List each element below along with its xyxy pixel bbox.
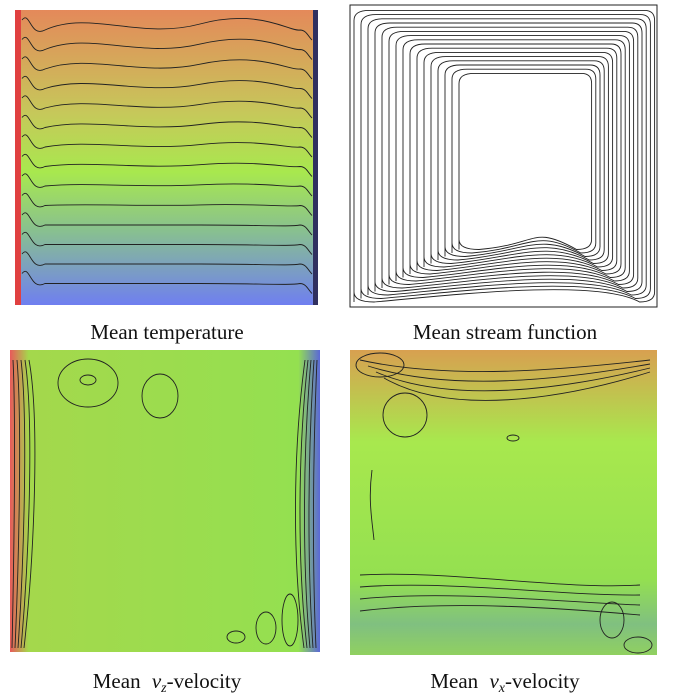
caption: Mean vx-velocity xyxy=(430,669,580,696)
streamline xyxy=(367,18,647,296)
streamline xyxy=(360,14,651,299)
caption-var: v xyxy=(489,669,499,693)
contour-blob xyxy=(599,601,625,639)
isoline xyxy=(359,595,641,606)
streamline xyxy=(458,72,593,250)
streamline xyxy=(388,30,635,285)
contour-blob xyxy=(57,358,119,408)
isoline xyxy=(375,367,651,392)
contour-blob xyxy=(355,352,405,378)
isotherm xyxy=(21,134,313,158)
streamline xyxy=(395,35,630,282)
isoline xyxy=(359,584,641,596)
isotherm xyxy=(21,153,313,177)
hot-wall xyxy=(15,10,21,305)
isoline xyxy=(359,573,641,587)
isotherm xyxy=(21,114,313,138)
isotherm xyxy=(21,75,313,99)
isotherm xyxy=(21,251,313,275)
stream-panel xyxy=(349,4,658,308)
contour-blob xyxy=(141,373,179,419)
caption-prefix: Mean xyxy=(430,669,478,693)
streamline xyxy=(423,51,614,268)
temperature-panel xyxy=(15,10,318,305)
isoline xyxy=(359,605,641,616)
caption: Mean stream function xyxy=(413,320,598,344)
isoline xyxy=(11,359,15,649)
streamline xyxy=(381,26,639,289)
isotherm xyxy=(21,270,313,294)
isoline xyxy=(20,359,31,649)
vx-field xyxy=(350,350,657,655)
caption: Mean temperature xyxy=(90,320,243,344)
isotherm xyxy=(21,173,313,197)
temperature-field xyxy=(15,10,318,305)
streamline xyxy=(444,64,601,257)
contour-blob xyxy=(623,636,653,654)
isoline xyxy=(17,359,26,649)
isotherm xyxy=(21,17,313,41)
caption-sub: x xyxy=(498,681,506,696)
isoline xyxy=(383,371,651,401)
isotherm xyxy=(21,231,313,255)
isotherm xyxy=(21,192,313,216)
stream-field xyxy=(349,4,658,308)
streamline xyxy=(409,43,622,275)
streamline xyxy=(402,39,626,278)
isotherm xyxy=(21,95,313,119)
caption: Mean vz-velocity xyxy=(93,669,242,696)
isoline xyxy=(295,359,306,649)
isoline xyxy=(359,359,651,372)
contour-blob xyxy=(79,374,97,386)
contour-blob xyxy=(255,611,277,645)
vz-panel xyxy=(10,350,320,652)
isoline xyxy=(23,359,36,649)
isotherm xyxy=(21,56,313,80)
contour-blob xyxy=(226,630,246,644)
caption-prefix: Mean xyxy=(93,669,141,693)
isotherm xyxy=(21,212,313,236)
caption-suffix: -velocity xyxy=(167,669,242,693)
caption-suffix: -velocity xyxy=(505,669,580,693)
streamline xyxy=(451,68,597,254)
contour-blob xyxy=(281,593,299,647)
isoline xyxy=(313,359,318,649)
caption-sub: z xyxy=(160,681,167,696)
caption-var: v xyxy=(152,669,162,693)
vx-panel xyxy=(350,350,657,655)
contour-blob xyxy=(506,434,520,442)
isoline xyxy=(367,363,651,382)
isoline xyxy=(304,359,312,649)
isoline xyxy=(299,359,309,649)
streamline xyxy=(416,47,618,271)
isoline xyxy=(369,469,375,541)
contour-blob xyxy=(382,392,428,438)
vz-field xyxy=(10,350,320,652)
streamline xyxy=(374,22,643,292)
streamline xyxy=(437,60,605,261)
isotherm xyxy=(21,36,313,60)
isoline xyxy=(308,359,315,649)
isoline xyxy=(14,359,21,649)
streamline xyxy=(430,56,609,264)
streamline xyxy=(353,9,656,303)
cold-wall xyxy=(313,10,318,305)
